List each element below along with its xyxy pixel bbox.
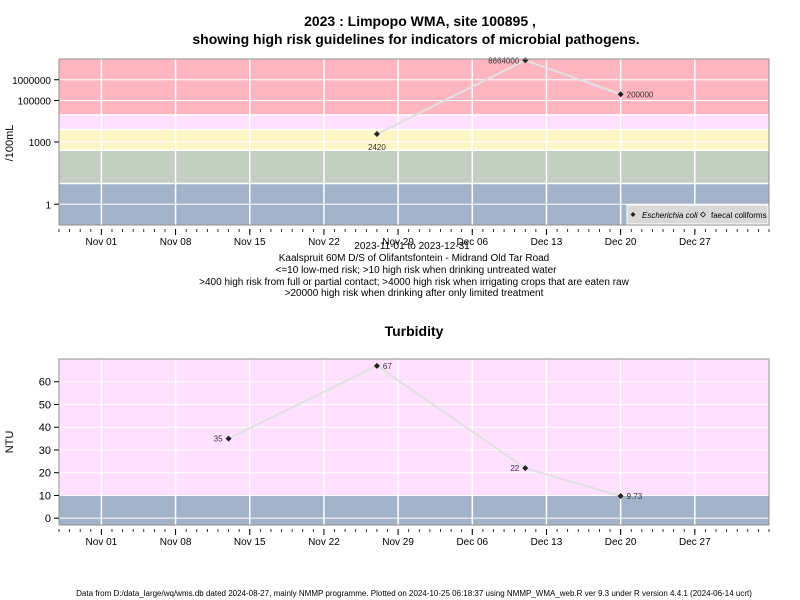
x-tick-label-0: Nov 01 <box>86 237 118 248</box>
chart2-points: 35 67 22 9.73 <box>214 362 643 501</box>
x-tick-label-7: Dec 20 <box>605 537 637 548</box>
data-point-2 <box>617 91 624 98</box>
chart2-bands <box>59 359 769 525</box>
y-tick-label-1: 10 <box>39 490 51 502</box>
chart2-axes: 0 10 20 30 40 50 60 Nov 01 Nov 08 Nov 15 Nov 22 Nov… <box>39 377 770 548</box>
chart2-ylabel: NTU <box>4 431 16 454</box>
y-tick-label-2: 100000 <box>18 97 52 108</box>
caption-date-range: 2023-11-01 to 2023-12-31 <box>354 241 470 252</box>
x-tick-label-5: Dec 06 <box>456 537 488 548</box>
chart2-series-line <box>228 364 621 498</box>
band-yellow-2 <box>59 129 769 151</box>
y-tick-label-0: 0 <box>45 513 51 525</box>
data-point-0 <box>225 435 232 442</box>
data-point-2 <box>522 465 529 472</box>
chart1-ylabel: /100mL <box>4 125 16 162</box>
chart2-grid <box>59 359 769 525</box>
y-tick-label-2: 20 <box>39 468 51 480</box>
x-tick-label-4: Nov 29 <box>382 537 414 548</box>
x-tick-label-4: Nov 29 <box>382 237 414 248</box>
legend-marker-ecoli <box>630 212 636 217</box>
y-tick-label-0: 1 <box>45 200 51 211</box>
legend-box <box>626 204 769 225</box>
data-label-0: 2420 <box>368 143 386 152</box>
band-pink-3 <box>59 115 769 130</box>
caption-site: Kaalspruit 60M D/S of Olifantsfontein - … <box>279 253 550 264</box>
chart1-title-line1: 2023 : Limpopo WMA, site 100895 , <box>304 13 536 29</box>
chart1-risk-bands <box>59 59 769 225</box>
y-tick-label-3: 1000000 <box>12 76 51 87</box>
y-tick-label-5: 50 <box>39 399 51 411</box>
x-tick-label-1: Nov 08 <box>160 537 192 548</box>
data-point-0 <box>373 131 380 138</box>
chart1-grid <box>59 59 769 225</box>
series-line-0 <box>228 364 621 498</box>
footer-note: Data from D:/data_large/wq/wms.db dated … <box>76 589 752 598</box>
y-tick-label-4: 40 <box>39 422 51 434</box>
caption-risk-2: >400 high risk from full or partial cont… <box>199 277 629 288</box>
data-label-1: 8664000 <box>488 56 520 65</box>
data-label-2: 22 <box>510 464 519 473</box>
data-label-2: 200000 <box>627 90 654 99</box>
legend-marker-faecal <box>699 211 707 218</box>
chart2-title: Turbidity <box>385 323 444 339</box>
data-label-1: 67 <box>383 362 392 371</box>
x-tick-label-6: Dec 13 <box>531 237 563 248</box>
data-point-3 <box>617 493 624 500</box>
legend-label-ecoli: Escherichia coli <box>642 211 698 220</box>
x-tick-label-8: Dec 27 <box>679 237 711 248</box>
x-tick-label-6: Dec 13 <box>531 537 563 548</box>
x-tick-label-2: Nov 15 <box>234 237 266 248</box>
data-label-3: 9.73 <box>627 492 643 501</box>
data-label-0: 35 <box>214 435 223 444</box>
chart2-frame <box>58 358 770 526</box>
x-tick-label-5: Dec 06 <box>456 237 488 248</box>
band-green-1 <box>59 150 769 184</box>
x-tick-label-3: Nov 22 <box>308 237 340 248</box>
x-tick-label-3: Nov 22 <box>308 537 340 548</box>
y-tick-label-1: 1000 <box>29 138 52 149</box>
chart1-axes: 1 1000 100000 1000000 Nov 01 Nov 08 Nov 15 Nov … <box>12 76 770 248</box>
chart1-title-line2: showing high risk guidelines for indicat… <box>192 31 639 47</box>
chart1-legend: Escherichia coli faecal coliforms <box>626 204 769 225</box>
x-tick-label-7: Dec 20 <box>605 237 637 248</box>
data-point-1 <box>373 362 380 369</box>
y-tick-label-6: 60 <box>39 377 51 389</box>
caption-risk-3: >20000 high risk when drinking after onl… <box>285 288 544 299</box>
caption-risk-1: <=10 low-med risk; >10 high risk when dr… <box>276 265 558 276</box>
x-tick-label-2: Nov 15 <box>234 537 266 548</box>
x-tick-label-8: Dec 27 <box>679 537 711 548</box>
x-tick-label-1: Nov 08 <box>160 237 192 248</box>
legend-label-faecal: faecal coliforms <box>711 211 767 220</box>
band-blue-0 <box>59 495 769 525</box>
band-red-4 <box>59 59 769 116</box>
y-tick-label-3: 30 <box>39 445 51 457</box>
x-tick-label-0: Nov 01 <box>86 537 118 548</box>
